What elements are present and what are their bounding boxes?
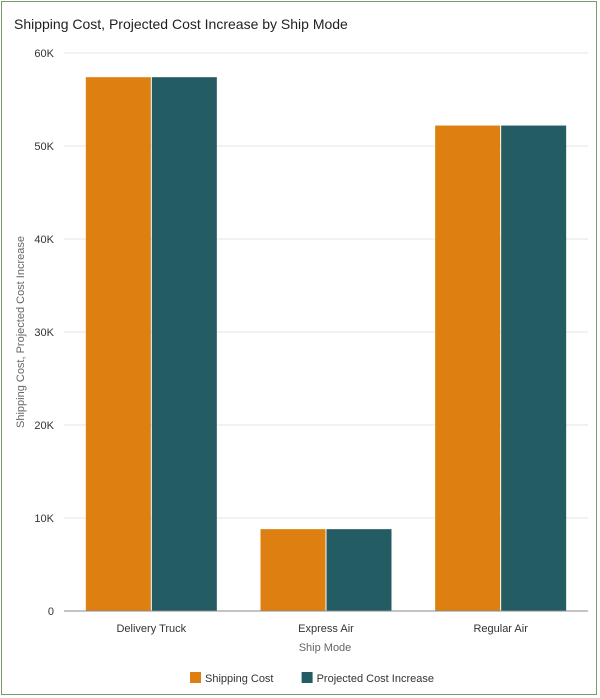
bars bbox=[85, 77, 567, 612]
x-tick-label: Delivery Truck bbox=[116, 623, 186, 635]
y-tick-label: 40K bbox=[34, 234, 54, 246]
x-tick-label: Express Air bbox=[298, 623, 354, 635]
y-tick-label: 10K bbox=[34, 513, 54, 525]
y-tick-label: 30K bbox=[34, 327, 54, 339]
bar-shipping-cost[interactable] bbox=[260, 529, 326, 611]
x-axis-title: Ship Mode bbox=[299, 642, 352, 654]
y-tick-label: 60K bbox=[34, 48, 54, 60]
bar-shipping-cost[interactable] bbox=[435, 125, 501, 611]
bar-shipping-cost[interactable] bbox=[85, 77, 151, 612]
bar-projected-cost-increase[interactable] bbox=[326, 529, 392, 611]
y-axis-title: Shipping Cost, Projected Cost Increase bbox=[15, 236, 27, 428]
legend-label[interactable]: Projected Cost Increase bbox=[317, 673, 434, 685]
x-axis-ticks: Delivery Truck Express Air Regular Air bbox=[116, 623, 528, 635]
legend-swatch[interactable] bbox=[301, 672, 313, 683]
x-tick-label: Regular Air bbox=[473, 623, 528, 635]
y-tick-label: 20K bbox=[34, 420, 54, 432]
chart-title: Shipping Cost, Projected Cost Increase b… bbox=[14, 16, 348, 32]
legend-label[interactable]: Shipping Cost bbox=[205, 673, 274, 685]
bar-projected-cost-increase[interactable] bbox=[151, 77, 217, 612]
legend[interactable]: Shipping Cost Projected Cost Increase bbox=[190, 672, 434, 685]
gridlines bbox=[64, 52, 588, 519]
bar-projected-cost-increase[interactable] bbox=[501, 125, 567, 611]
legend-swatch[interactable] bbox=[190, 672, 201, 683]
y-tick-label: 50K bbox=[34, 141, 54, 153]
y-tick-label: 0 bbox=[48, 606, 54, 618]
y-axis-ticks: 0 10K 20K 30K 40K 50K 60K bbox=[34, 48, 54, 618]
